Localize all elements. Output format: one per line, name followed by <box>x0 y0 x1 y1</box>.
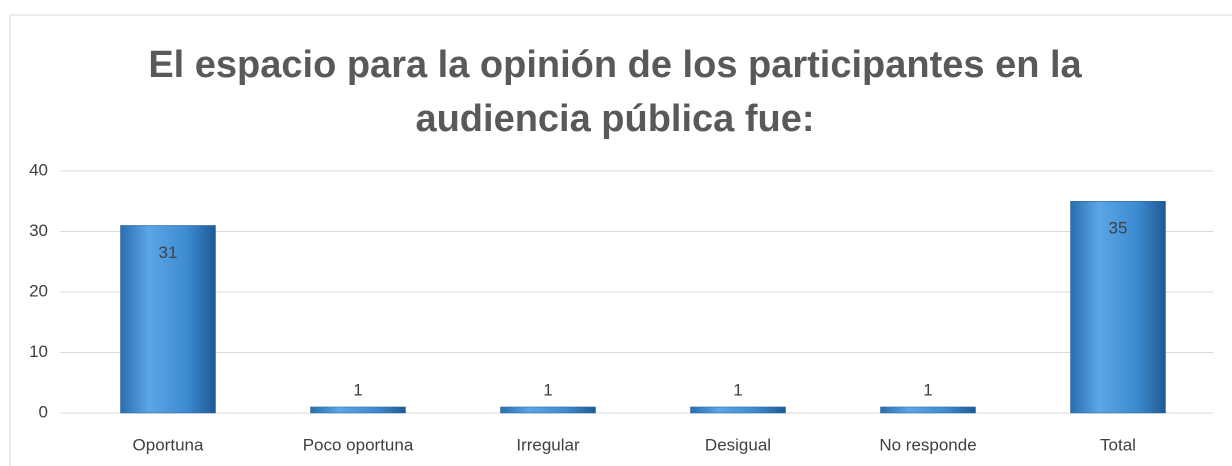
x-tick-label: Irregular <box>516 435 580 454</box>
y-tick-label: 10 <box>29 342 48 361</box>
bar <box>690 406 786 414</box>
y-tick-label: 20 <box>29 281 48 300</box>
data-label: 1 <box>543 380 552 399</box>
bar <box>1070 201 1166 414</box>
chart-title: El espacio para la opinión de los partic… <box>148 44 1082 140</box>
x-tick-label: Total <box>1100 435 1136 454</box>
x-tick-label: Oportuna <box>133 435 204 454</box>
bar <box>880 406 976 414</box>
bar <box>120 225 216 414</box>
bar <box>310 406 406 414</box>
bar <box>500 406 596 414</box>
data-label: 1 <box>733 380 742 399</box>
x-tick-label: Desigual <box>705 435 771 454</box>
data-label: 31 <box>159 243 178 262</box>
y-tick-label: 30 <box>29 221 48 240</box>
chart-border <box>9 14 1232 466</box>
y-tick-label: 40 <box>29 160 48 179</box>
x-tick-label: Poco oportuna <box>303 435 414 454</box>
data-label: 35 <box>1109 219 1128 238</box>
data-label: 1 <box>923 380 932 399</box>
x-tick-label: No responde <box>879 435 976 454</box>
data-label: 1 <box>353 380 362 399</box>
y-tick-label: 0 <box>39 402 48 421</box>
